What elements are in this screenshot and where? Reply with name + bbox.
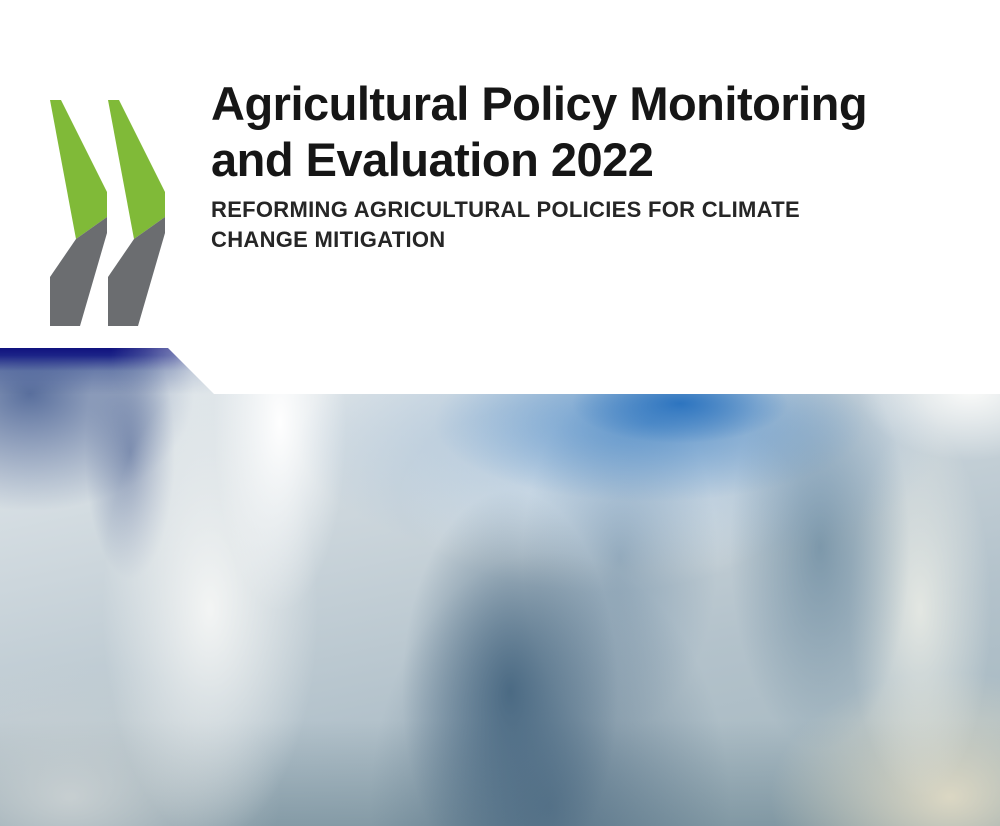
oecd-chevrons-logo (50, 100, 165, 326)
report-title-line2: and Evaluation 2022 (211, 133, 654, 186)
sky-clouds-photo (0, 346, 1000, 826)
report-title: Agricultural Policy Monitoring and Evalu… (211, 76, 971, 188)
chevron-1-green (50, 100, 107, 239)
chevron-2-green (108, 100, 165, 239)
title-block: Agricultural Policy Monitoring and Evalu… (211, 76, 971, 255)
report-title-line1: Agricultural Policy Monitoring (211, 77, 868, 130)
chevron-1-gray (50, 217, 107, 326)
chevron-2-gray (108, 217, 165, 326)
report-subtitle: REFORMING AGRICULTURAL POLICIES FOR CLIM… (211, 195, 971, 255)
header-panel (0, 0, 1000, 394)
report-subtitle-line1: REFORMING AGRICULTURAL POLICIES FOR CLIM… (211, 197, 800, 222)
report-subtitle-line2: CHANGE MITIGATION (211, 227, 446, 252)
